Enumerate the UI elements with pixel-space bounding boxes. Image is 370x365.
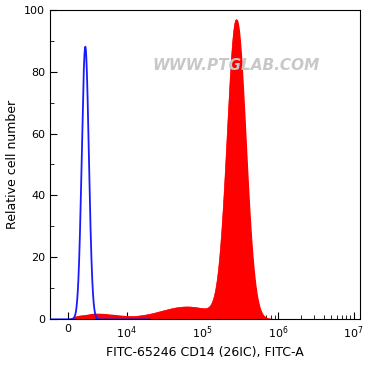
X-axis label: FITC-65246 CD14 (26IC), FITC-A: FITC-65246 CD14 (26IC), FITC-A xyxy=(106,346,304,360)
Text: WWW.PTGLAB.COM: WWW.PTGLAB.COM xyxy=(152,58,319,73)
Y-axis label: Relative cell number: Relative cell number xyxy=(6,100,18,229)
